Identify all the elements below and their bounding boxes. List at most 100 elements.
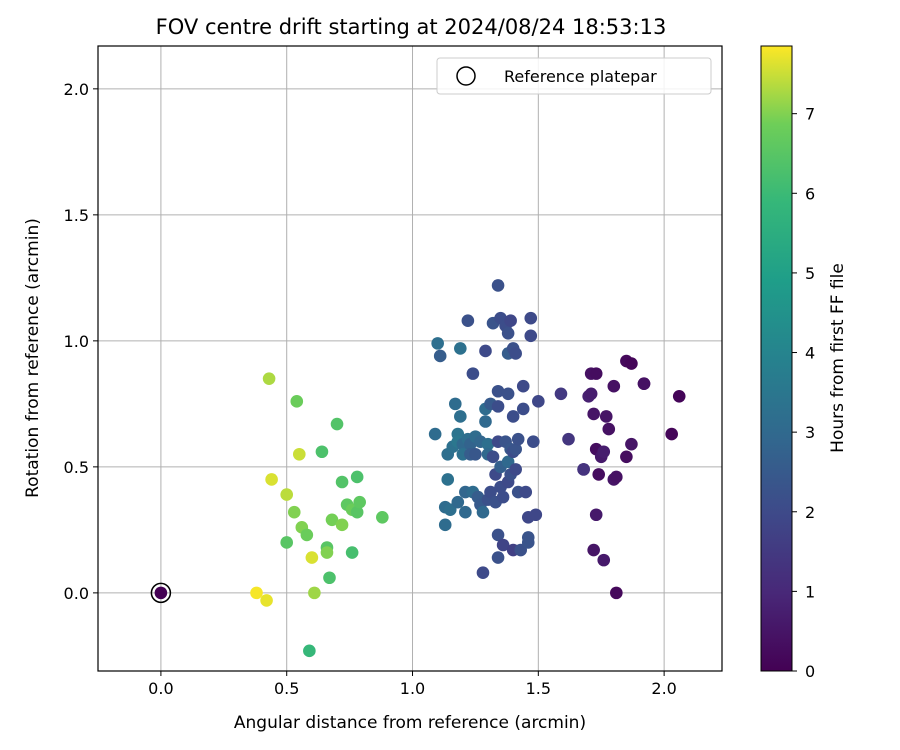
x-tick-label: 0.5 [274, 679, 299, 698]
colorbar-tick-label: 2 [805, 503, 815, 522]
scatter-point [521, 531, 535, 544]
scatter-point [345, 546, 359, 559]
scatter-point [524, 329, 538, 343]
colorbar: 0 1 2 3 4 5 6 7 Hours from first FF file [760, 45, 848, 681]
scatter-point [353, 495, 366, 509]
scatter-point [250, 586, 263, 600]
scatter-point [610, 586, 623, 600]
scatter-point [428, 427, 442, 441]
scatter-point [562, 432, 575, 446]
scatter-point [529, 508, 543, 522]
scatter-point [260, 594, 273, 607]
scatter-point [491, 400, 505, 413]
scatter-point [484, 485, 497, 499]
scatter-point [479, 344, 492, 358]
colorbar-tick-label: 7 [805, 105, 815, 124]
scatter-point [554, 387, 568, 401]
scatter-point [481, 437, 495, 451]
legend-entry-reference: Reference platepar [504, 67, 657, 86]
scatter-point [300, 528, 314, 542]
scatter-point [491, 384, 505, 398]
scatter-point [665, 427, 678, 441]
scatter-point [479, 415, 492, 428]
scatter-point [376, 510, 389, 524]
scatter-point [280, 536, 294, 549]
chart-title: FOV centre drift starting at 2024/08/24 … [156, 15, 667, 39]
scatter-point [532, 395, 545, 408]
x-tick-label: 0.0 [148, 679, 173, 698]
scatter-point [154, 586, 168, 600]
axis-ticks: 0.0 0.5 1.0 1.5 2.0 0.0 0.5 1.0 1.5 2.0 [64, 80, 677, 698]
scatter-point [516, 402, 530, 416]
scatter-point [469, 447, 482, 461]
scatter-point [320, 546, 334, 559]
scatter-point [330, 417, 344, 431]
scatter-point [620, 450, 633, 464]
scatter-point [597, 553, 611, 567]
scatter-point [305, 551, 319, 564]
scatter-point [459, 505, 472, 519]
x-tick-label: 2.0 [651, 679, 676, 698]
scatter-point [323, 571, 336, 585]
scatter-points [154, 279, 686, 658]
scatter-point [438, 518, 452, 532]
scatter-point [504, 314, 517, 327]
scatter-point [350, 470, 364, 484]
plot-frame [97, 45, 723, 672]
y-tick-label: 1.5 [64, 206, 89, 225]
scatter-point [584, 387, 598, 401]
plot-area [98, 46, 722, 671]
legend-box [436, 57, 712, 95]
scatter-point [262, 372, 276, 385]
scatter-point [637, 377, 651, 391]
scatter-point [491, 528, 505, 542]
scatter-point [509, 442, 522, 456]
colorbar-tick-label: 4 [805, 344, 815, 363]
colorbar-tick-label: 5 [805, 264, 815, 283]
scatter-point [506, 410, 520, 423]
scatter-point [491, 551, 505, 564]
scatter-point [433, 349, 447, 363]
scatter-point [587, 407, 600, 421]
colorbar-tick-label: 6 [805, 184, 815, 203]
scatter-point [325, 513, 339, 527]
scatter-point [315, 445, 329, 459]
scatter-point [280, 488, 294, 501]
colorbar-gradient [760, 45, 793, 672]
scatter-point [625, 357, 638, 370]
scatter-point [509, 347, 522, 360]
colorbar-label: Hours from first FF file [828, 263, 848, 453]
scatter-point [335, 518, 349, 532]
scatter-point [454, 342, 467, 355]
scatter-point [587, 543, 600, 557]
reference-platepar-marker [150, 582, 172, 604]
colorbar-tick-label: 3 [805, 423, 815, 442]
x-axis-label: Angular distance from reference (arcmin) [234, 713, 586, 733]
scatter-point [350, 505, 364, 519]
scatter-point [589, 508, 603, 522]
colorbar-tick-label: 0 [805, 662, 815, 681]
scatter-point [602, 422, 616, 436]
scatter-point [431, 337, 444, 350]
scatter-point [448, 397, 462, 411]
scatter-point [511, 432, 525, 446]
scatter-point [509, 463, 522, 476]
scatter-point [292, 447, 306, 461]
y-tick-label: 0.5 [64, 458, 89, 477]
legend-reference-icon [456, 66, 476, 86]
scatter-point [516, 379, 530, 393]
scatter-point [501, 326, 515, 340]
scatter-point [290, 395, 304, 408]
colorbar-tick-label: 1 [805, 582, 815, 601]
scatter-point [496, 538, 510, 552]
scatter-point [466, 367, 480, 380]
scatter-point [599, 410, 613, 423]
scatter-point [672, 390, 686, 403]
y-tick-label: 0.0 [64, 584, 89, 603]
scatter-point [441, 473, 455, 486]
scatter-point [589, 367, 603, 380]
y-tick-label: 1.0 [64, 332, 89, 351]
scatter-point [592, 468, 606, 481]
x-tick-label: 1.5 [526, 679, 551, 698]
scatter-point [501, 387, 515, 401]
